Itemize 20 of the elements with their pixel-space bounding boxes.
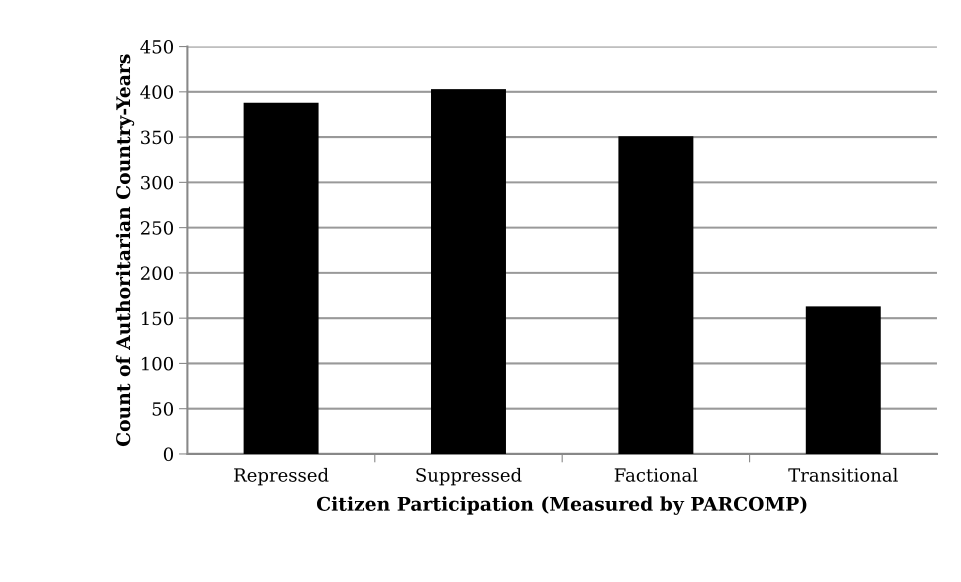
y-tick-label: 300 — [141, 176, 173, 190]
x-tick-label: Factional — [614, 468, 698, 482]
x-tick-label: Suppressed — [416, 468, 522, 486]
x-tick-label: Transitional — [788, 468, 898, 482]
bar — [244, 102, 319, 454]
y-tick-label: 150 — [142, 312, 173, 326]
y-tick-label: 50 — [152, 402, 173, 416]
y-tick-label: 350 — [141, 130, 173, 144]
bar — [618, 136, 694, 454]
y-tick-label: 450 — [140, 40, 173, 54]
bar — [431, 89, 506, 454]
x-axis-title: Citizen Participation (Measured by PARCOMP) — [316, 496, 806, 515]
y-tick-label: 0 — [164, 447, 173, 462]
y-tick-label: 100 — [142, 356, 173, 371]
y-tick-label: 200 — [140, 266, 173, 280]
x-tick-label: Repressed — [234, 468, 329, 486]
y-tick-label: 250 — [140, 221, 173, 235]
bar — [806, 306, 881, 454]
y-axis-title: Count of Authoritarian Country-Years — [116, 54, 134, 446]
y-tick-label: 400 — [140, 85, 173, 99]
